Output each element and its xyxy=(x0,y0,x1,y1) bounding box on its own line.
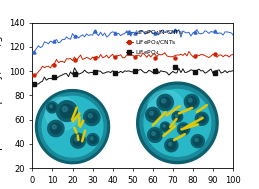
Polygon shape xyxy=(71,133,85,148)
Polygon shape xyxy=(157,94,173,111)
Polygon shape xyxy=(148,90,184,127)
Polygon shape xyxy=(188,98,192,102)
Polygon shape xyxy=(47,102,58,113)
Polygon shape xyxy=(46,97,79,130)
Polygon shape xyxy=(90,137,93,140)
Polygon shape xyxy=(148,128,162,142)
Polygon shape xyxy=(42,96,103,157)
Polygon shape xyxy=(172,112,183,122)
Polygon shape xyxy=(160,97,170,108)
Polygon shape xyxy=(57,101,77,122)
Polygon shape xyxy=(175,114,178,117)
Polygon shape xyxy=(162,99,166,103)
Polygon shape xyxy=(165,139,178,152)
Legend: LiFePO$_4$/N-CNTs, LiFePO$_4$/CNTs, LiFePO$_4$: LiFePO$_4$/N-CNTs, LiFePO$_4$/CNTs, LiFe… xyxy=(124,26,185,60)
Polygon shape xyxy=(75,137,78,141)
Polygon shape xyxy=(152,132,155,136)
Polygon shape xyxy=(51,123,61,134)
Polygon shape xyxy=(140,85,215,160)
Polygon shape xyxy=(163,125,166,127)
Polygon shape xyxy=(50,105,52,108)
Polygon shape xyxy=(162,124,168,130)
Polygon shape xyxy=(87,112,97,123)
Polygon shape xyxy=(167,141,176,149)
Polygon shape xyxy=(177,123,190,135)
Polygon shape xyxy=(137,82,218,163)
Polygon shape xyxy=(35,90,110,164)
Polygon shape xyxy=(48,120,64,137)
Polygon shape xyxy=(89,136,97,143)
Polygon shape xyxy=(193,137,202,145)
Polygon shape xyxy=(87,134,99,146)
Y-axis label: Specific capacity, mAh/g: Specific capacity, mAh/g xyxy=(0,35,3,156)
Polygon shape xyxy=(60,104,74,118)
Polygon shape xyxy=(150,111,153,115)
Polygon shape xyxy=(49,104,56,111)
Polygon shape xyxy=(52,125,56,129)
Polygon shape xyxy=(195,138,198,142)
Polygon shape xyxy=(160,122,170,132)
Polygon shape xyxy=(195,112,208,125)
Polygon shape xyxy=(187,97,196,106)
Polygon shape xyxy=(144,89,211,156)
Polygon shape xyxy=(73,136,83,146)
Polygon shape xyxy=(39,93,106,161)
Polygon shape xyxy=(146,107,160,122)
Polygon shape xyxy=(174,113,181,120)
Polygon shape xyxy=(198,115,206,123)
Polygon shape xyxy=(148,110,158,119)
Polygon shape xyxy=(184,94,199,109)
Polygon shape xyxy=(181,126,184,129)
Polygon shape xyxy=(179,125,188,133)
Polygon shape xyxy=(62,106,68,112)
Polygon shape xyxy=(168,142,172,146)
Polygon shape xyxy=(150,130,160,140)
Polygon shape xyxy=(88,114,92,118)
Polygon shape xyxy=(84,109,100,125)
Polygon shape xyxy=(199,116,202,119)
Polygon shape xyxy=(191,135,204,148)
